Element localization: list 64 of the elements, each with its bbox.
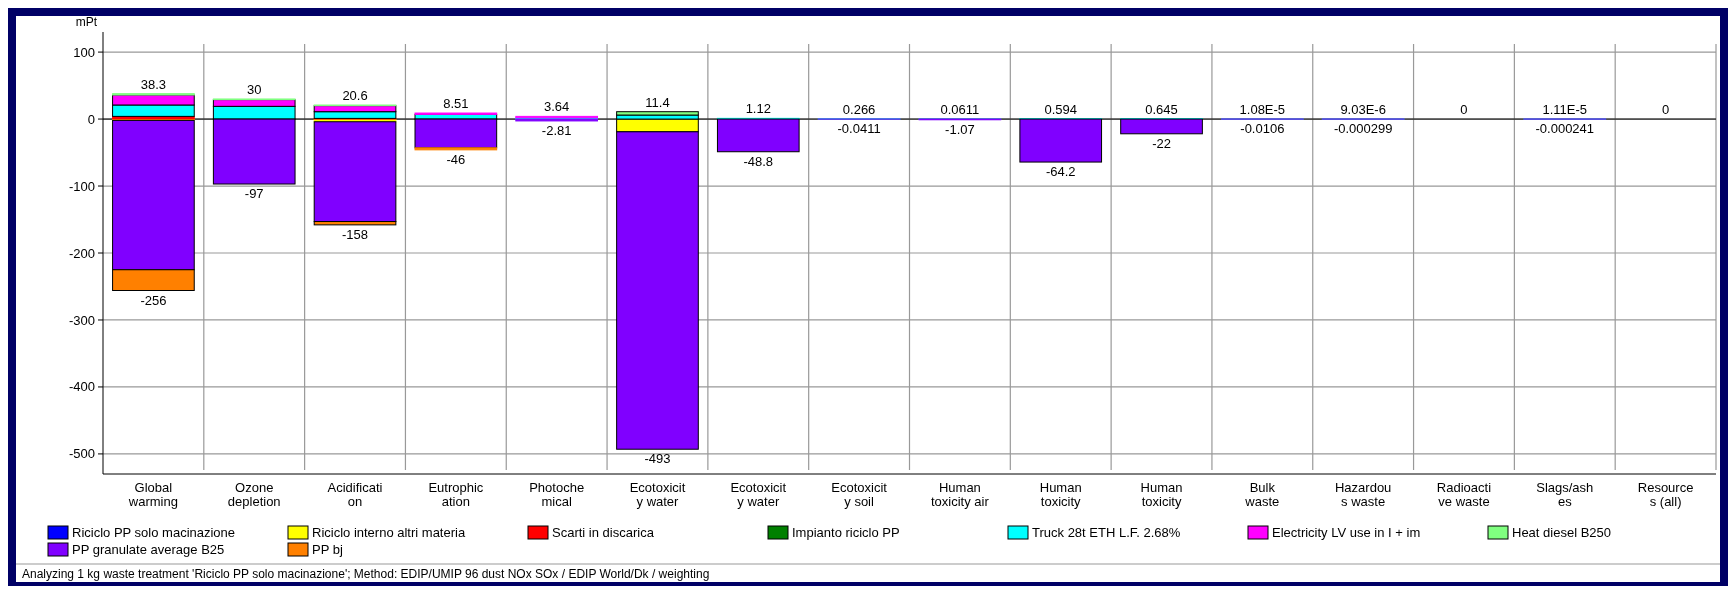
text: Analyzing 1 kg waste treatment 'Riciclo PP solo macinazione'; Method: EDIP/UMIP 96 dust NOx SOx / EDIP World/Dk / weighting <box>22 567 710 581</box>
text: -1.07 <box>945 121 975 137</box>
text: -2.81 <box>541 122 572 138</box>
text: 20.6 <box>342 88 368 103</box>
legend-label: Truck 28t ETH L.F. 2.68% <box>1032 525 1181 540</box>
legend-label: PP granulate average B25 <box>72 542 225 557</box>
text: 0 <box>1460 102 1468 118</box>
legend-label: Electricity LV use in I + im <box>1272 525 1421 540</box>
legend-label: Scarti in discarica <box>552 525 655 540</box>
x-tick-label: Human toxicity air <box>931 480 990 509</box>
legend-label: Riciclo interno altri materia <box>312 525 466 540</box>
x-tick-label: Radioactive waste <box>1436 480 1492 509</box>
x-tick-label: Hazardous waste <box>1334 480 1392 509</box>
text: -158 <box>342 226 369 242</box>
text: 11.4 <box>645 94 670 110</box>
legend-label: Impianto riciclo PP <box>792 525 900 540</box>
text: -0.0411 <box>837 121 881 137</box>
text: 0.266 <box>842 101 876 117</box>
text: -48.8 <box>743 153 774 169</box>
y-tick-label: -100 <box>68 178 95 194</box>
y-tick-label: 0 <box>87 111 95 127</box>
text: -97 <box>244 186 264 202</box>
y-tick-label: -500 <box>68 446 95 462</box>
x-tick-label: Eutrophication <box>428 480 484 509</box>
text: -0.000299 <box>1333 121 1393 137</box>
text: 0.645 <box>1145 101 1178 117</box>
text: 1.11E-5 <box>1542 102 1588 118</box>
y-tick-label: -400 <box>68 379 95 395</box>
x-tick-label: Ecotoxicity soil <box>831 480 888 509</box>
legend-label: Riciclo PP solo macinazione <box>72 525 236 540</box>
text: 3.64 <box>544 99 570 115</box>
y-tick-label: 100 <box>73 44 95 60</box>
x-tick-label: Human toxicity <box>1140 480 1183 509</box>
text: -256 <box>140 292 167 308</box>
text: 1.08E-5 <box>1239 102 1286 118</box>
x-tick-label: Resources (all) <box>1637 480 1694 509</box>
text: -0.0106 <box>1240 121 1285 137</box>
text: 0.0611 <box>940 102 980 118</box>
text: -0.000241 <box>1535 121 1595 137</box>
text: -46 <box>446 151 466 167</box>
x-tick-label: Global warming <box>127 480 178 509</box>
text: 0.594 <box>1044 101 1077 117</box>
text: 9.03E-6 <box>1340 102 1386 118</box>
y-tick-label: -300 <box>68 312 95 328</box>
text: -22 <box>1152 135 1171 151</box>
y-tick-label: -200 <box>68 245 95 261</box>
x-tick-label: Acidification <box>327 480 383 509</box>
x-tick-label: Human toxicity <box>1039 480 1082 509</box>
x-tick-label: Ecotoxicity water <box>730 480 787 509</box>
text: -493 <box>644 451 671 467</box>
legend-label: Heat diesel B250 <box>1512 525 1612 540</box>
text: 30 <box>246 81 262 97</box>
legend-label: PP bj <box>312 542 343 557</box>
x-tick-label: Photochemical <box>529 480 585 509</box>
text: 0 <box>1661 102 1670 118</box>
text: 1.12 <box>745 101 771 117</box>
text: 8.51 <box>443 96 469 112</box>
x-tick-label: Ecotoxicity water <box>629 480 686 509</box>
text: 38.3 <box>140 76 167 92</box>
y-axis-title: mPt <box>75 15 98 29</box>
x-tick-label: Ozone depletion <box>227 480 281 509</box>
x-tick-label: Bulk waste <box>1244 480 1280 509</box>
x-tick-label: Slags/ashes <box>1536 480 1594 509</box>
text: -64.2 <box>1045 164 1076 180</box>
